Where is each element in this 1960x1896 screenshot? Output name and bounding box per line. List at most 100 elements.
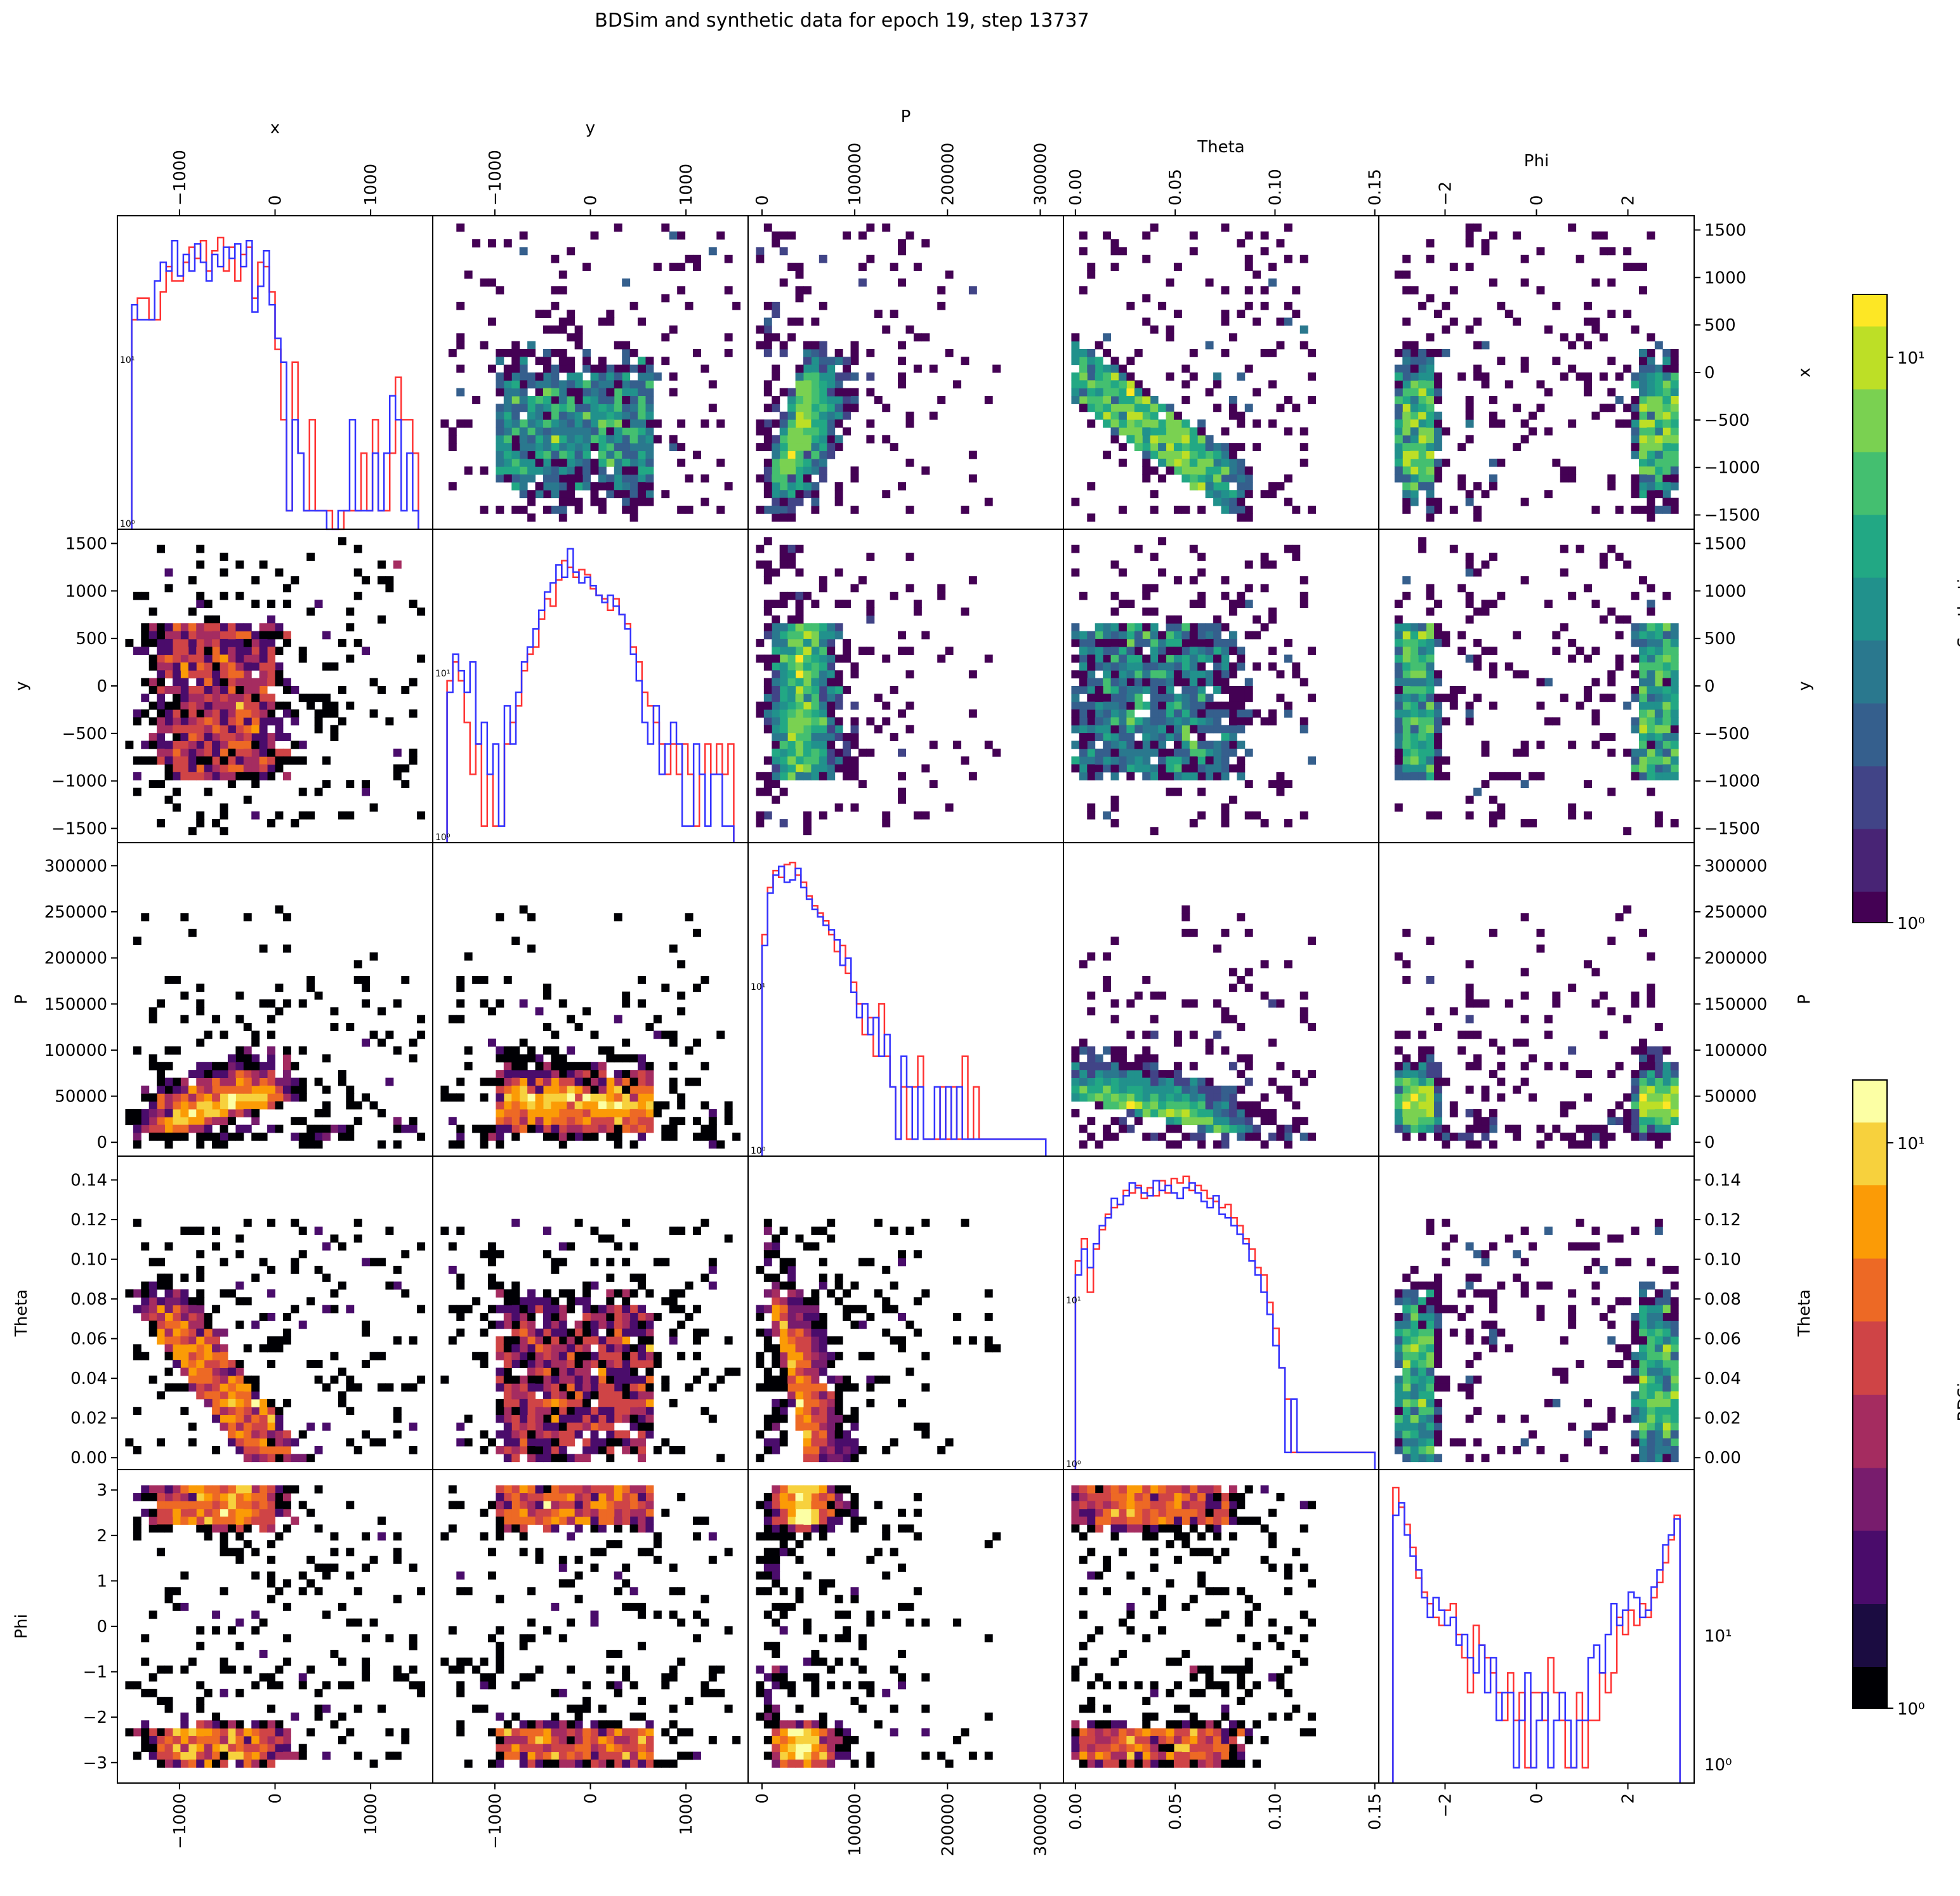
heatmap-cell: [164, 709, 173, 718]
heatmap-cell: [1402, 701, 1411, 710]
heatmap-cell: [322, 1054, 331, 1063]
heatmap-cell: [251, 701, 260, 710]
heatmap-cell: [188, 1383, 197, 1392]
heatmap-cell: [164, 1124, 173, 1133]
heatmap-cell: [220, 1140, 228, 1149]
heatmap-cell: [1268, 999, 1277, 1008]
heatmap-cell: [1197, 474, 1206, 483]
heatmap-cell: [1654, 756, 1663, 765]
heatmap-cell: [622, 388, 631, 397]
heatmap-cell: [496, 1336, 504, 1345]
heatmap-cell: [1465, 1085, 1474, 1094]
heatmap-cell: [346, 654, 355, 663]
heatmap-cell: [527, 1438, 536, 1447]
heatmap-cell: [1575, 254, 1584, 263]
heatmap-cell: [819, 380, 827, 389]
heatmap-cell: [188, 1328, 197, 1337]
heatmap-cell: [543, 443, 551, 451]
heatmap-cell: [827, 404, 836, 412]
heatmap-cell: [172, 709, 181, 718]
heatmap-cell: [543, 419, 551, 428]
heatmap-cell: [157, 623, 166, 632]
heatmap-cell: [1631, 756, 1640, 765]
heatmap-cell: [551, 1360, 560, 1368]
heatmap-cell: [227, 1077, 236, 1086]
heatmap-cell: [1442, 325, 1450, 334]
heatmap-cell: [1394, 654, 1403, 663]
heatmap-cell: [1150, 717, 1159, 726]
heatmap-cell: [1118, 764, 1127, 773]
heatmap-cell: [133, 1218, 141, 1227]
heatmap-cell: [1142, 686, 1151, 694]
heatmap-cell: [645, 1352, 654, 1360]
heatmap-cell: [235, 647, 244, 655]
heatmap-cell: [1126, 404, 1135, 412]
heatmap-cell: [1150, 694, 1159, 702]
heatmap-cell: [1110, 686, 1119, 694]
heatmap-cell: [220, 1101, 228, 1110]
heatmap-cell: [763, 341, 772, 350]
heatmap-cell: [787, 497, 796, 506]
heatmap-cell: [811, 631, 820, 640]
heatmap-cell: [243, 638, 252, 647]
heatmap-cell: [543, 451, 551, 459]
heatmap-cell: [1244, 490, 1253, 499]
heatmap-cell: [1103, 694, 1112, 702]
heatmap-cell: [1489, 482, 1497, 490]
heatmap-cell: [1568, 984, 1577, 992]
heatmap-cell: [567, 317, 576, 326]
heatmap-cell: [1095, 654, 1103, 663]
heatmap-cell: [1126, 600, 1135, 608]
heatmap-cell: [1110, 1054, 1119, 1063]
heatmap-cell: [1103, 733, 1112, 741]
heatmap-cell: [456, 1140, 465, 1149]
heatmap-cell: [803, 490, 812, 499]
heatmap-cell: [1465, 615, 1474, 624]
heatmap-cell: [787, 513, 796, 522]
heatmap-cell: [1544, 388, 1553, 397]
heatmap-cell: [275, 1422, 284, 1431]
heatmap-cell: [220, 662, 228, 671]
heatmap-cell: [1662, 709, 1671, 718]
heatmap-cell: [732, 301, 741, 310]
heatmap-cell: [1071, 396, 1080, 404]
heatmap-cell: [251, 694, 260, 702]
heatmap-cell: [567, 1383, 576, 1392]
heatmap-cell: [535, 1352, 544, 1360]
heatmap-cell: [1647, 372, 1655, 381]
heatmap-cell: [756, 443, 765, 451]
heatmap-cell: [1662, 380, 1671, 389]
heatmap-cell: [1150, 1085, 1159, 1094]
heatmap-cell: [1418, 694, 1427, 702]
heatmap-cell: [1118, 419, 1127, 428]
heatmap-cell: [598, 1445, 607, 1454]
heatmap-cell: [1166, 1093, 1174, 1102]
heatmap-cell: [259, 1445, 268, 1454]
heatmap-cell: [456, 1281, 465, 1290]
heatmap-cell: [1110, 560, 1119, 569]
heatmap-cell: [795, 466, 804, 475]
heatmap-cell: [1221, 1124, 1230, 1133]
heatmap-cell: [1213, 1093, 1221, 1102]
heatmap-cell: [1150, 404, 1159, 412]
heatmap-cell: [1465, 325, 1474, 334]
heatmap-cell: [1181, 1093, 1190, 1102]
heatmap-cell: [590, 419, 599, 428]
heatmap-cell: [141, 1117, 150, 1126]
heatmap-cell: [1150, 827, 1159, 836]
heatmap-cell: [1433, 678, 1442, 687]
heatmap-cell: [1118, 411, 1127, 420]
heatmap-cell: [220, 553, 228, 561]
heatmap-cell: [1213, 756, 1221, 765]
heatmap-cell: [511, 1297, 520, 1306]
heatmap-cell: [298, 647, 307, 655]
heatmap-cell: [1544, 325, 1553, 334]
heatmap-cell: [590, 404, 599, 412]
heatmap-cell: [590, 1305, 599, 1313]
heatmap-cell: [1181, 1085, 1190, 1094]
heatmap-cell: [1647, 1132, 1655, 1141]
heatmap-cell: [235, 1085, 244, 1094]
heatmap-cell: [645, 1391, 654, 1400]
heatmap-cell: [567, 388, 576, 397]
heatmap-cell: [614, 1117, 622, 1126]
